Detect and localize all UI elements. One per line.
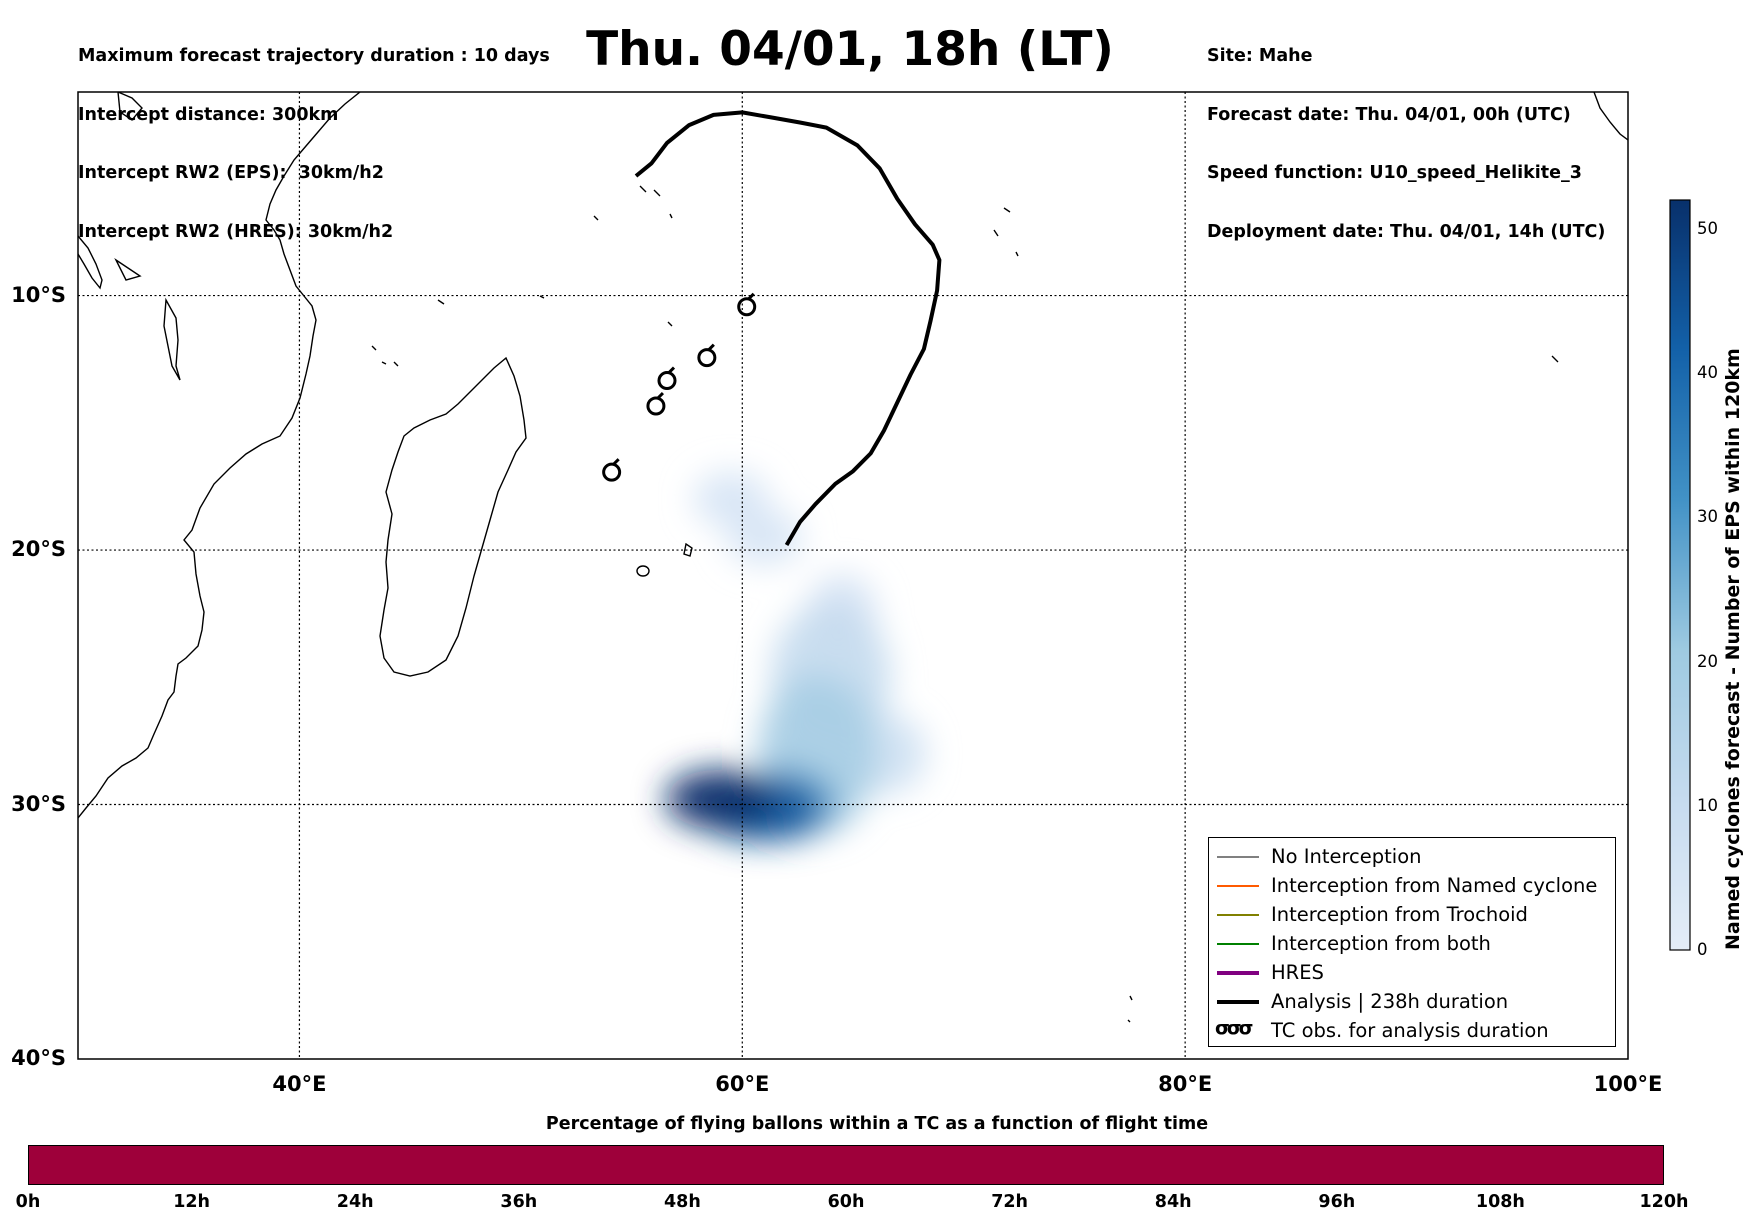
legend-label: Interception from both [1271, 932, 1491, 955]
tc-obs-tail [707, 343, 715, 351]
header-line: Intercept distance: 300km [78, 104, 339, 125]
lat-tick-label: 10°S [11, 282, 66, 307]
hour-tick-label: 48h [663, 1192, 701, 1212]
tc-obs-ring [697, 348, 717, 368]
header-info-left: Maximum forecast trajectory duration : 1… [78, 8, 550, 262]
small-islands [437, 207, 1559, 1023]
header-line: Intercept RW2 (HRES): 30km/h2 [78, 221, 394, 242]
legend-label: Interception from Named cyclone [1271, 874, 1598, 897]
flight-bar-caption: Percentage of flying ballons within a TC… [545, 1114, 1209, 1134]
colorbar [1669, 199, 1691, 951]
legend-item-trochoid: Interception from Trochoid [1209, 900, 1615, 929]
lat-tick-label: 20°S [11, 537, 66, 562]
flight-time-bar [28, 1145, 1664, 1185]
tc-obs-icon [737, 292, 757, 317]
tc-obs-ring [657, 371, 677, 391]
map-frame [77, 91, 1629, 1060]
seychelles-islands [639, 185, 673, 219]
legend-item-analysis: Analysis | 238h duration [1209, 987, 1615, 1016]
colorbar-tick-label: 0 [1697, 940, 1708, 959]
africa-coastline [78, 92, 361, 819]
density-blob [726, 509, 803, 566]
tc-observation-markers [602, 292, 757, 482]
legend-item-named-cyclone: Interception from Named cyclone [1209, 871, 1615, 900]
mauritius-island [683, 542, 693, 557]
colorbar-tick-label: 10 [1697, 795, 1718, 815]
lon-tick-label: 60°E [715, 1072, 770, 1096]
coast-fragment [117, 92, 143, 121]
hour-tick-label: 24h [336, 1192, 374, 1212]
comoros-islands [371, 345, 399, 367]
tc-obs-icon [697, 343, 717, 368]
colorbar-tick-label: 50 [1697, 218, 1718, 238]
hour-tick-label: 60h [827, 1192, 865, 1212]
density-blob [665, 769, 776, 830]
cyclone-density-layer [665, 471, 927, 842]
header-line: Site: Mahe [1207, 46, 1313, 66]
header-info-right: Site: Mahe Forecast date: Thu. 04/01, 00… [1207, 8, 1605, 262]
tc-obs-tail [612, 458, 620, 466]
legend-item-no-interception: No Interception [1209, 842, 1615, 871]
tc-obs-icon: σσσ [1215, 1017, 1253, 1039]
hour-tick-label: 120h [1639, 1192, 1689, 1212]
lon-tick-label: 80°E [1158, 1072, 1213, 1096]
lon-tick-label: 40°E [272, 1072, 327, 1096]
legend-swatch [1217, 971, 1259, 975]
africa-coastline [78, 235, 103, 290]
tc-obs-tail [747, 292, 755, 300]
tc-obs-tail [667, 366, 676, 374]
header-line: Forecast date: Thu. 04/01, 00h (UTC) [1207, 104, 1571, 125]
legend-item-both: Interception from both [1209, 929, 1615, 958]
header-line: Speed function: U10_speed_Helikite_3 [1207, 163, 1582, 183]
hour-tick-label: 72h [991, 1192, 1028, 1212]
madagascar-coastline [379, 356, 527, 677]
legend-swatch [1217, 856, 1259, 858]
coast-fragment [114, 257, 142, 281]
hour-tick-label: 96h [1318, 1192, 1356, 1212]
coastlines [78, 92, 1628, 1023]
map-legend: No Interception Interception from Named … [1208, 837, 1616, 1047]
legend-swatch [1217, 885, 1259, 887]
analysis-track [634, 110, 942, 547]
map-title: Thu. 04/01, 18h (LT) [586, 22, 1114, 77]
legend-label: No Interception [1271, 845, 1422, 868]
hour-tick-label: 84h [1154, 1192, 1192, 1212]
tc-obs-ring [737, 297, 757, 317]
colorbar-tick-label: 40 [1697, 363, 1718, 383]
legend-swatch [1217, 1000, 1259, 1004]
tc-obs-icon [602, 458, 622, 482]
legend-label: HRES [1271, 961, 1324, 984]
tc-obs-ring [602, 462, 622, 482]
legend-swatch [1217, 914, 1259, 916]
tc-obs-icon [657, 366, 677, 391]
hour-tick-label: 36h [500, 1192, 538, 1212]
tc-obs-ring [646, 396, 666, 416]
header-line: Intercept RW2 (EPS): 30km/h2 [78, 163, 384, 183]
lat-tick-label: 30°S [11, 791, 66, 816]
tc-obs-icon [646, 391, 666, 416]
legend-label: Interception from Trochoid [1271, 903, 1528, 926]
colorbar-tick-label: 20 [1697, 651, 1718, 671]
lat-tick-label: 40°S [11, 1046, 66, 1070]
hour-tick-label: 12h [173, 1192, 210, 1212]
legend-label: Analysis | 238h duration [1271, 990, 1509, 1013]
legend-item-hres: HRES [1209, 958, 1615, 987]
coast-fragment [1593, 92, 1628, 141]
legend-swatch [1217, 943, 1259, 945]
header-line: Deployment date: Thu. 04/01, 14h (UTC) [1207, 221, 1606, 242]
legend-label: TC obs. for analysis duration [1271, 1019, 1549, 1042]
lon-tick-label: 100°E [1593, 1072, 1663, 1096]
hour-tick-label: 0h [15, 1192, 41, 1212]
colorbar-tick-label: 30 [1697, 507, 1718, 527]
legend-item-tc-obs: σσσ TC obs. for analysis duration [1209, 1016, 1615, 1045]
reunion-island [636, 565, 650, 577]
tc-obs-tail [656, 391, 664, 400]
colorbar-label: Named cyclones forecast - Number of EPS … [1722, 348, 1744, 950]
map-gridlines [78, 92, 1628, 1059]
header-line: Maximum forecast trajectory duration : 1… [78, 46, 550, 66]
hour-tick-label: 108h [1475, 1192, 1525, 1212]
coast-fragment [163, 297, 181, 381]
